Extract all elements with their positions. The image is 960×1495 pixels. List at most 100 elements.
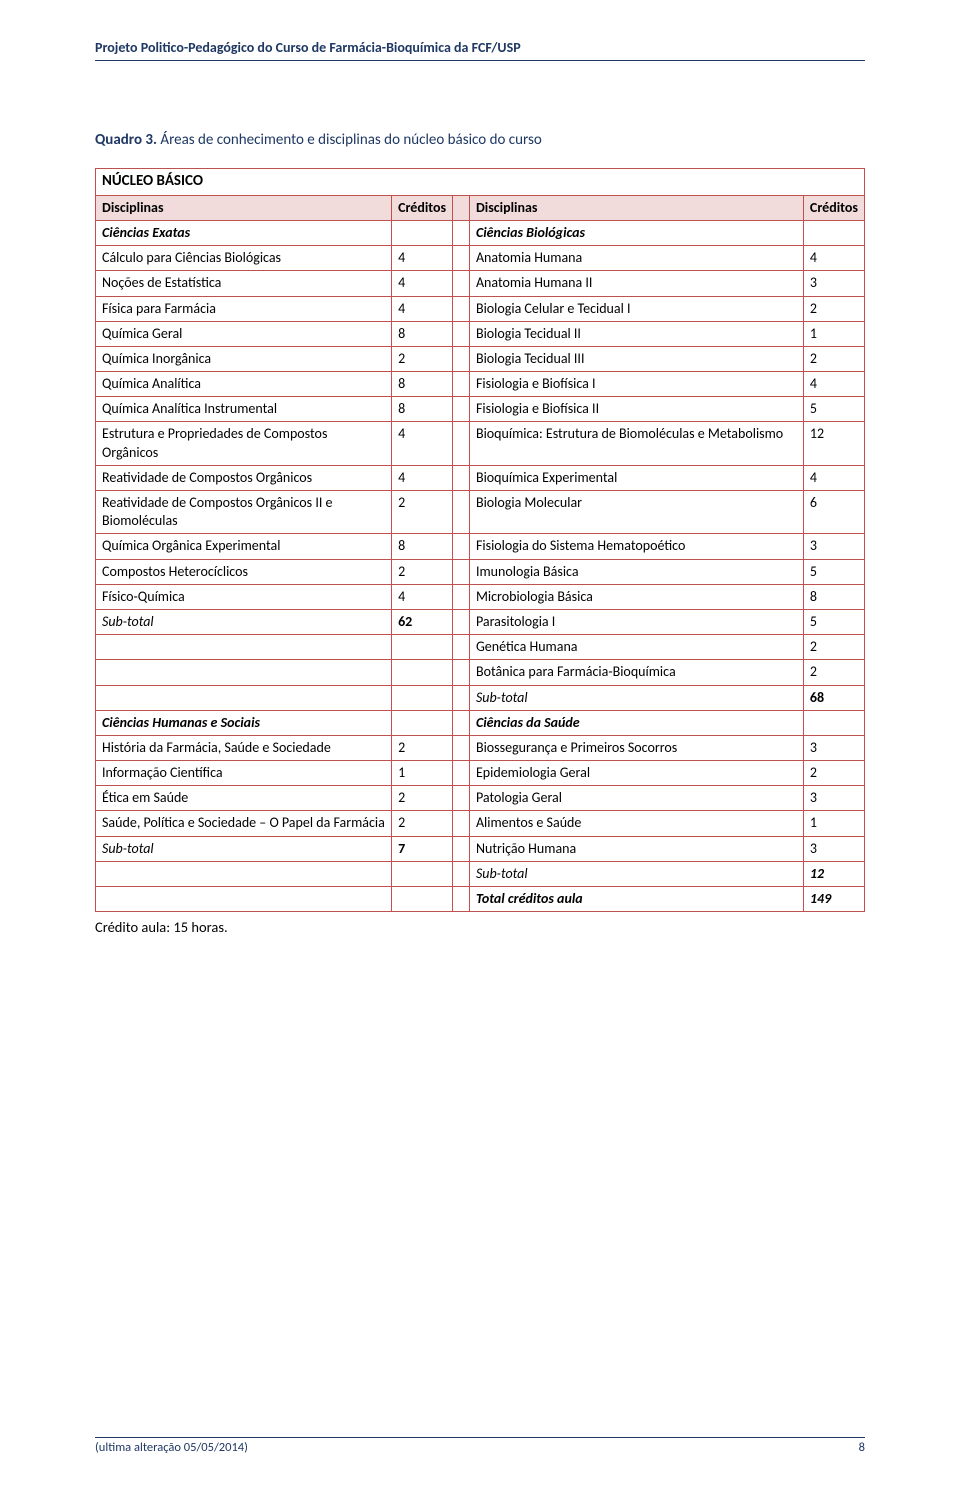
cell-right-name: Bioquímica: Estrutura de Biomoléculas e …: [469, 422, 803, 465]
cell-right-name: Anatomia Humana II: [469, 271, 803, 296]
cell-right-name: Epidemiologia Geral: [469, 761, 803, 786]
cell-left-name: Física para Farmácia: [96, 296, 392, 321]
cell-right-name: Anatomia Humana: [469, 246, 803, 271]
table-row: Botânica para Farmácia-Bioquímica 2: [96, 660, 865, 685]
cell-right-credits: 4: [803, 372, 864, 397]
cell-empty: [392, 861, 453, 886]
cell-left-name: Reatividade de Compostos Orgânicos: [96, 465, 392, 490]
cell-right-credits: 4: [803, 246, 864, 271]
total-row: Total créditos aula 149: [96, 887, 865, 912]
cell-right-credits: 3: [803, 534, 864, 559]
cell-left-name: Química Inorgânica: [96, 346, 392, 371]
curriculum-table: NÚCLEO BÁSICO Disciplinas Créditos Disci…: [95, 168, 865, 912]
cell-empty: [392, 710, 453, 735]
cell-right-credits: 1: [803, 321, 864, 346]
table-row: Química Analítica8Fisiologia e Biofísica…: [96, 372, 865, 397]
cell-left-name: Química Orgânica Experimental: [96, 534, 392, 559]
cell: Parasitologia I: [469, 609, 803, 634]
cell-sep: [453, 534, 470, 559]
total-value: 149: [803, 887, 864, 912]
subtotal-label: Sub-total: [469, 861, 803, 886]
col-disciplinas-left: Disciplinas: [96, 195, 392, 220]
table-row: Química Inorgânica2Biologia Tecidual III…: [96, 346, 865, 371]
caption-prefix: Quadro 3.: [95, 131, 157, 149]
cell-sep: [453, 372, 470, 397]
table-row: História da Farmácia, Saúde e Sociedade2…: [96, 735, 865, 760]
cell-left-credits: 4: [392, 271, 453, 296]
cell-right-credits: 2: [803, 296, 864, 321]
table-row: Química Geral8Biologia Tecidual II1: [96, 321, 865, 346]
subtotal-saude-value: 12: [803, 861, 864, 886]
cell-sep: [453, 609, 470, 634]
cell-sep: [453, 346, 470, 371]
cell-right-name: Biossegurança e Primeiros Socorros: [469, 735, 803, 760]
cell-left-credits: 2: [392, 786, 453, 811]
page-number: 8: [859, 1440, 865, 1455]
subtotal-biologicas-row: Sub-total 68: [96, 685, 865, 710]
cell-left-credits: 2: [392, 735, 453, 760]
subtotal-biologicas-value: 68: [803, 685, 864, 710]
col-creditos-right: Créditos: [803, 195, 864, 220]
cell-sep: [453, 710, 470, 735]
cell-empty: [392, 887, 453, 912]
rows-block-2: História da Farmácia, Saúde e Sociedade2…: [96, 735, 865, 836]
cell-right-credits: 2: [803, 346, 864, 371]
cell-right-name: Fisiologia e Biofísica II: [469, 397, 803, 422]
table-row: Cálculo para Ciências Biológicas4Anatomi…: [96, 246, 865, 271]
table-row: Estrutura e Propriedades de Compostos Or…: [96, 422, 865, 465]
cell-left-credits: 4: [392, 246, 453, 271]
cell-left-credits: 4: [392, 584, 453, 609]
cell-sep: [453, 422, 470, 465]
cell-right-credits: 4: [803, 465, 864, 490]
cell-right-credits: 6: [803, 491, 864, 534]
cell-empty: [96, 685, 392, 710]
cell-empty: [392, 660, 453, 685]
cell-empty: [96, 887, 392, 912]
subtotal-saude-row: Sub-total 12: [96, 861, 865, 886]
table-row: Ética em Saúde2Patologia Geral3: [96, 786, 865, 811]
cell-left-credits: 4: [392, 422, 453, 465]
section-exatas: Ciências Exatas: [96, 220, 392, 245]
cell-right-name: Microbiologia Básica: [469, 584, 803, 609]
cell-left-name: História da Farmácia, Saúde e Sociedade: [96, 735, 392, 760]
cell-right-name: Bioquímica Experimental: [469, 465, 803, 490]
cell-sep: [453, 584, 470, 609]
cell-right-name: Imunologia Básica: [469, 559, 803, 584]
subtotal-exatas-value: 62: [392, 609, 453, 634]
cell-left-credits: 2: [392, 346, 453, 371]
cell-sep: [453, 491, 470, 534]
cell-right-credits: 1: [803, 811, 864, 836]
cell-right-credits: 3: [803, 735, 864, 760]
cell-left-name: Estrutura e Propriedades de Compostos Or…: [96, 422, 392, 465]
subtotal-label: Sub-total: [469, 685, 803, 710]
cell-sep: [453, 786, 470, 811]
cell: 3: [803, 836, 864, 861]
cell-right-name: Fisiologia e Biofísica I: [469, 372, 803, 397]
subtotal-humanas-value: 7: [392, 836, 453, 861]
cell-sep: [453, 811, 470, 836]
subtotal-humanas-row: Sub-total 7 Nutrição Humana 3: [96, 836, 865, 861]
table-row: Química Analítica Instrumental8Fisiologi…: [96, 397, 865, 422]
cell-left-name: Noções de Estatística: [96, 271, 392, 296]
total-label: Total créditos aula: [469, 887, 803, 912]
cell-left-name: Química Analítica Instrumental: [96, 397, 392, 422]
rows-block-1: Cálculo para Ciências Biológicas4Anatomi…: [96, 246, 865, 610]
cell-sep: [453, 861, 470, 886]
cell-left-name: Saúde, Política e Sociedade – O Papel da…: [96, 811, 392, 836]
cell-sep: [453, 635, 470, 660]
cell-right-name: Biologia Tecidual II: [469, 321, 803, 346]
cell-left-credits: 2: [392, 559, 453, 584]
cell-left-credits: 8: [392, 534, 453, 559]
cell-sep: [453, 887, 470, 912]
cell-sep: [453, 271, 470, 296]
cell-left-name: Compostos Heterocíclicos: [96, 559, 392, 584]
cell-left-name: Informação Científica: [96, 761, 392, 786]
subtotal-exatas-row: Sub-total 62 Parasitologia I 5: [96, 609, 865, 634]
cell: Botânica para Farmácia-Bioquímica: [469, 660, 803, 685]
cell-right-credits: 5: [803, 397, 864, 422]
cell: Nutrição Humana: [469, 836, 803, 861]
cell-empty: [392, 635, 453, 660]
cell-sep: [453, 735, 470, 760]
cell-sep: [453, 397, 470, 422]
table-row: Físico-Química4Microbiologia Básica8: [96, 584, 865, 609]
